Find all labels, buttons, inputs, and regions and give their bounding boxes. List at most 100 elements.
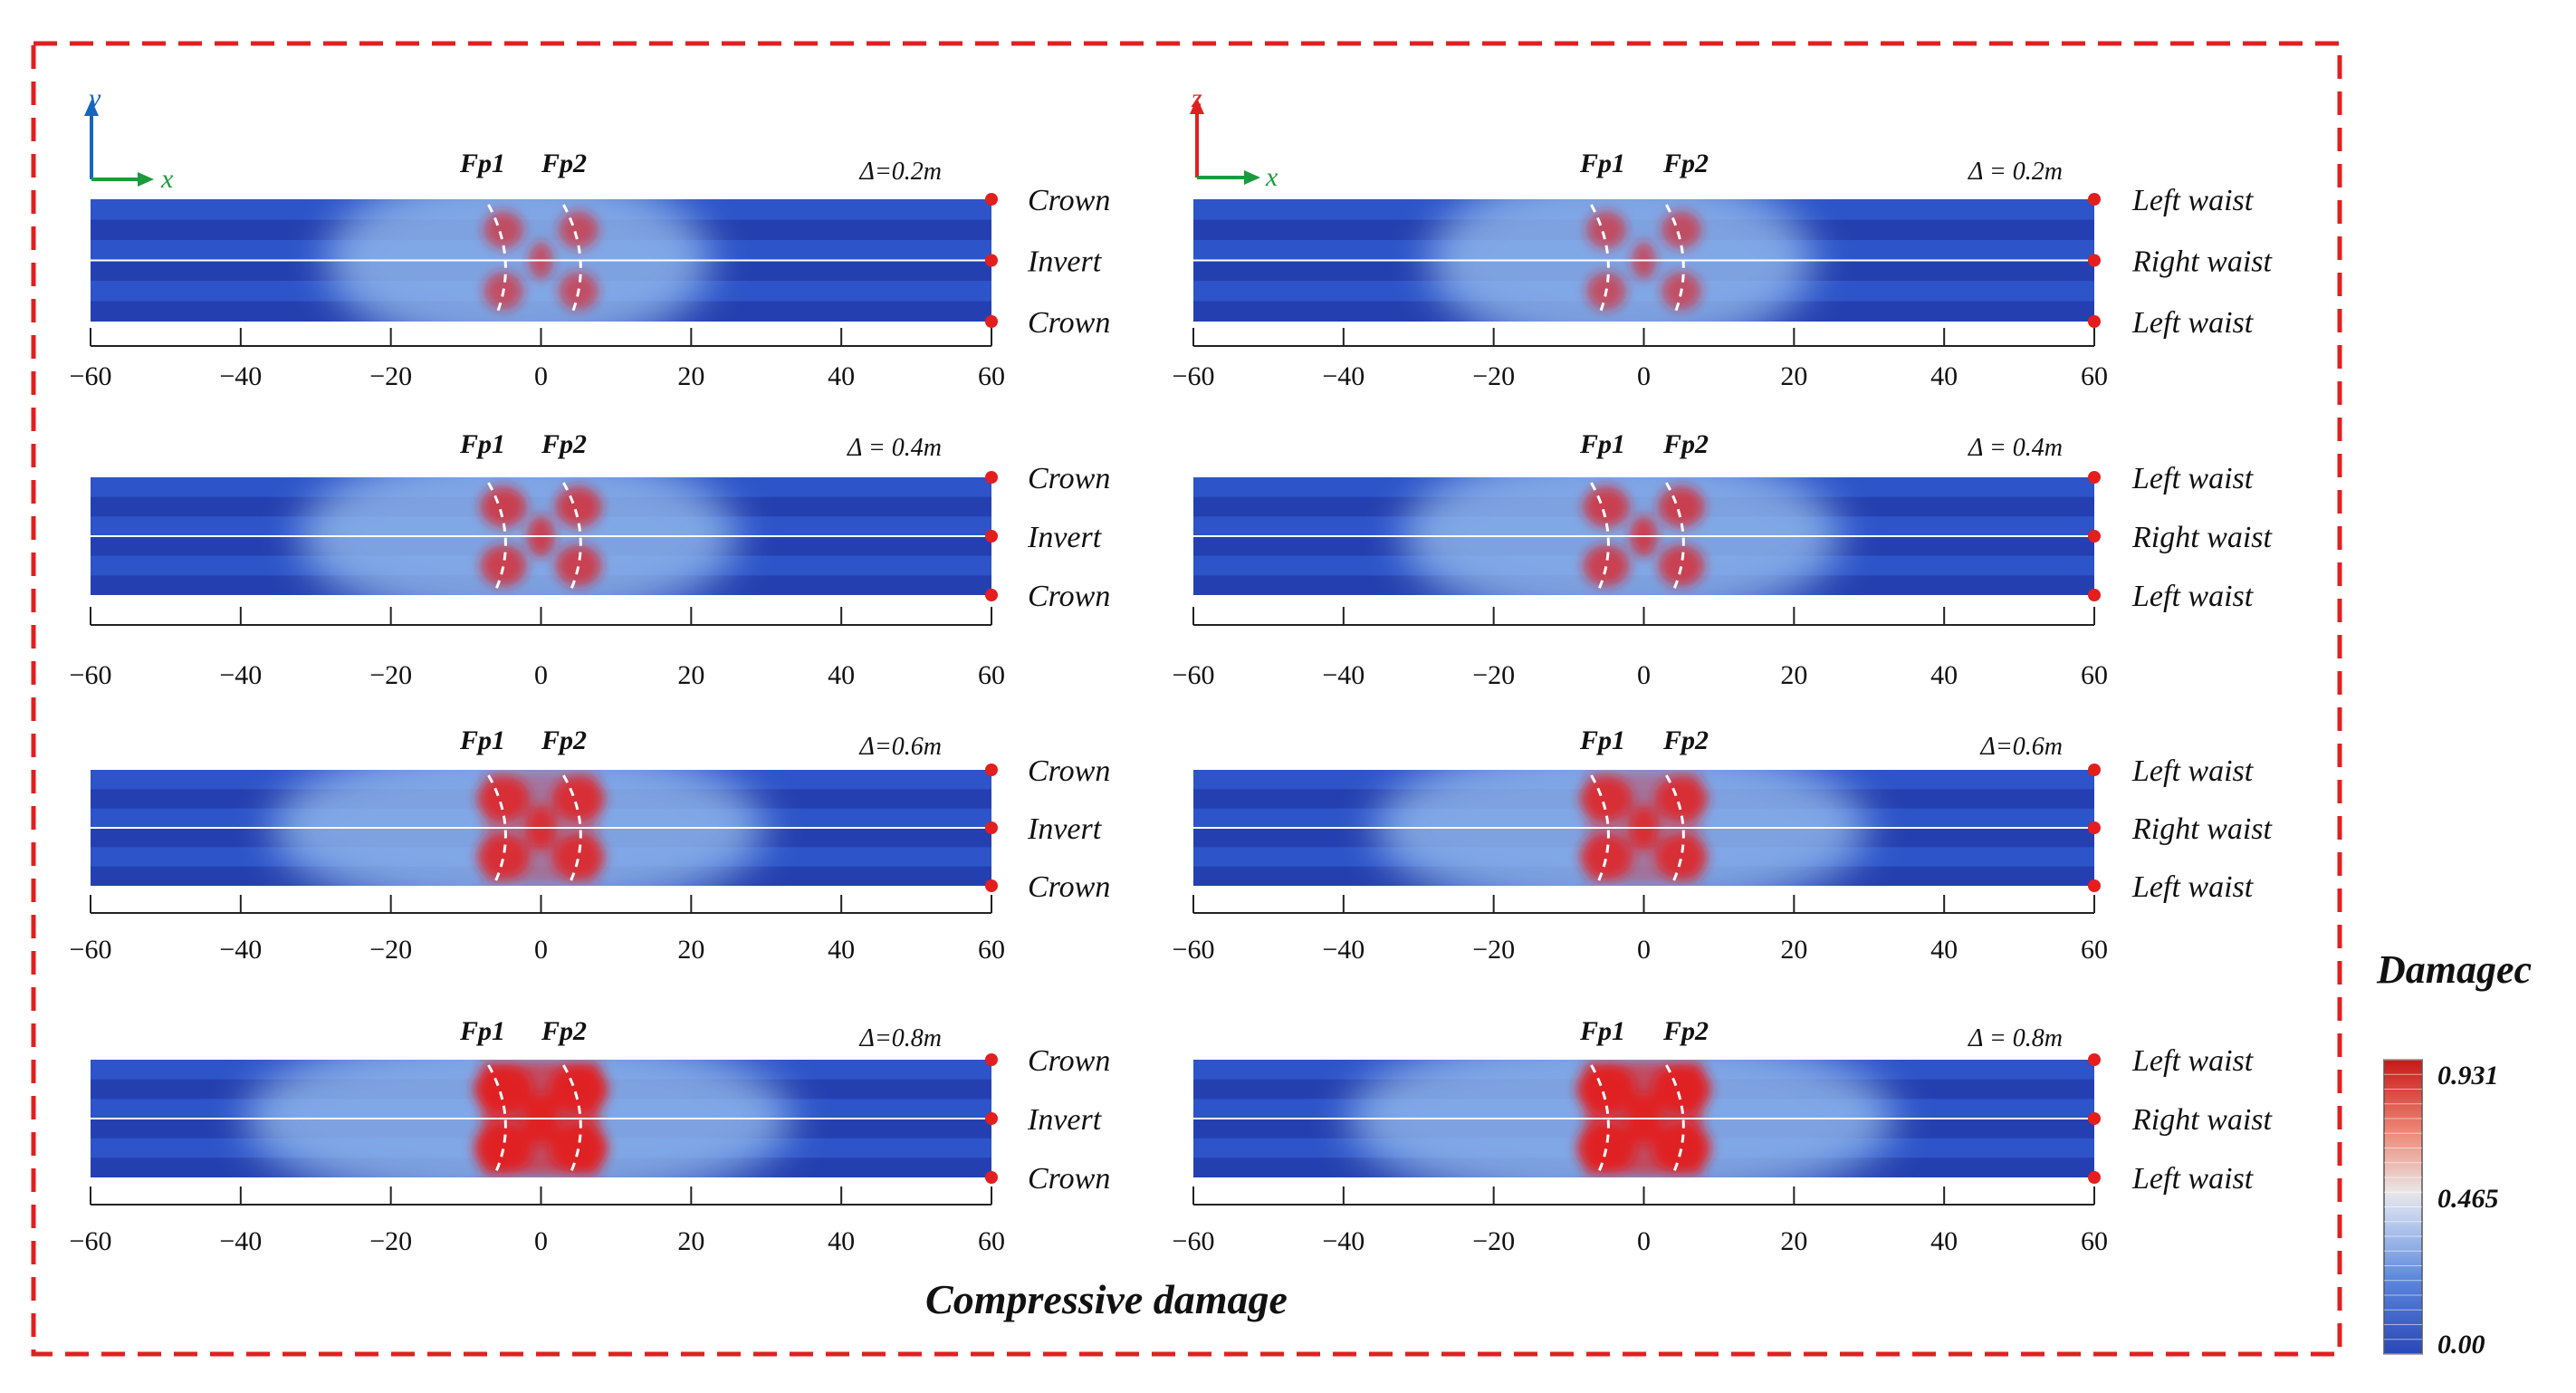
scale-tick-label: −60 [70,1226,112,1256]
side-label: Left waist [2131,870,2255,904]
side-label: Crown [1028,1044,1110,1078]
axis-icon-right: z x [1190,83,1278,192]
fault-label: Fp1 [1579,1016,1625,1046]
position-marker [985,1171,998,1184]
position-marker [2088,764,2101,776]
scale-tick-label: 0 [534,361,548,391]
scale-tick-label: 20 [1780,361,1807,391]
fault-label: Fp1 [1579,429,1625,459]
side-label: Invert [1027,521,1103,554]
side-label: Invert [1027,245,1103,279]
scale-tick-label: 40 [1930,660,1958,690]
displacement-label: Δ=0.6m [1979,733,2063,761]
scale-tick-label: 40 [1930,361,1958,391]
scale-tick-label: 40 [1930,1226,1958,1256]
scale-tick-label: 60 [978,660,1005,690]
damage-core [480,485,602,587]
scale-tick-label: −20 [1472,1226,1515,1256]
side-label: Left waist [2131,754,2255,788]
position-marker [2088,821,2101,834]
position-marker [2088,589,2101,601]
axis-icon-left-vertical: y [86,83,101,113]
side-label: Right waist [2131,1103,2274,1137]
colorbar-min-label: 0.00 [2437,1330,2485,1359]
position-marker [985,315,998,328]
side-label: Crown [1028,306,1110,340]
scale-tick-label: 60 [2081,935,2108,965]
fault-label: Fp2 [1662,429,1709,459]
fault-label: Fp1 [459,149,505,178]
damage-panel: Left waist Right waist Left waist Fp1 Fp2 Δ =… [1173,149,2274,391]
fault-label: Fp2 [541,725,587,755]
position-marker [985,530,998,543]
scale-tick-label: −40 [1322,660,1365,690]
axis-icon-left: y x [84,83,174,194]
displacement-label: Δ = 0.4m [1968,434,2063,462]
scale-tick-label: 20 [677,361,704,391]
position-marker [985,764,998,776]
side-label: Left waist [2131,306,2255,340]
axis-icon-right-vertical: z [1191,83,1202,113]
position-marker [985,589,998,601]
figure-caption: Compressive damage [925,1276,1288,1322]
axis-icon-right-horizontal: x [1265,162,1278,192]
scale-tick-label: 60 [2081,1226,2108,1256]
scale-tick-label: −20 [369,935,412,965]
side-label: Crown [1028,184,1110,217]
fault-label: Fp2 [1662,149,1709,178]
position-marker [2088,1053,2101,1066]
scale-tick-label: 0 [1637,361,1651,391]
scale-tick-label: 20 [677,1226,704,1256]
scale-tick-label: −40 [219,361,262,391]
position-marker [985,821,998,834]
damage-panel: Crown Invert Crown Fp1 Fp2 Δ = 0.4m −60 −40 −20 0… [70,429,1111,690]
scale-tick-label: 40 [828,1226,855,1256]
scale-tick-label: −20 [1472,935,1515,965]
side-label: Left waist [2131,580,2255,613]
scale-tick-label: 0 [1637,935,1651,965]
side-label: Crown [1028,870,1110,904]
fault-label: Fp2 [541,429,587,459]
displacement-label: Δ=0.8m [858,1024,942,1052]
colorbar: Damagec 0.931 0.465 0.00 [2376,947,2532,1359]
position-marker [2088,315,2101,328]
displacement-label: Δ = 0.8m [1968,1024,2063,1052]
position-marker [2088,879,2101,892]
fault-label: Fp1 [459,725,505,755]
scale-tick-label: 20 [1780,935,1807,965]
damage-panel: Left waist Right waist Left waist Fp1 Fp2 Δ=0… [1173,725,2274,965]
displacement-label: Δ = 0.4m [847,434,942,462]
position-marker [985,193,998,206]
displacement-label: Δ = 0.2m [1968,158,2063,186]
fault-label: Fp1 [459,1016,505,1046]
damage-panel: Left waist Right waist Left waist Fp1 Fp2 Δ =… [1173,429,2274,690]
position-marker [985,471,998,484]
damage-panel: Crown Invert Crown Fp1 Fp2 Δ=0.8m −60 −40 −20 0 20… [70,1016,1111,1256]
colorbar-mid-label: 0.465 [2437,1184,2499,1214]
scale-tick-label: 20 [1780,660,1807,690]
scale-tick-label: −40 [219,935,262,965]
scale-tick-label: 0 [534,935,548,965]
position-marker [2088,1171,2101,1184]
scale-tick-label: −60 [70,361,112,391]
scale-tick-label: −20 [1472,660,1515,690]
figure-frame [31,41,2342,1357]
scale-tick-label: 60 [978,935,1005,965]
side-label: Left waist [2131,184,2255,217]
side-label: Left waist [2131,1162,2255,1196]
damage-panel: Crown Invert Crown Fp1 Fp2 Δ=0.2m −60 −40 −20 0 20… [70,149,1111,391]
side-label: Invert [1027,812,1103,846]
fault-label: Fp1 [459,429,505,459]
fault-label: Fp2 [541,149,587,178]
scale-tick-label: 40 [1930,935,1958,965]
colorbar-title: Damagec [2376,947,2532,992]
scale-tick-label: 0 [1637,660,1651,690]
scale-tick-label: −60 [1173,660,1215,690]
fault-trace [1665,204,1685,317]
scale-tick-label: −60 [70,660,112,690]
scale-tick-label: −40 [1322,1226,1365,1256]
damage-panel: Left waist Right waist Left waist Fp1 Fp2 Δ =… [1173,1016,2274,1256]
position-marker [985,254,998,267]
fault-label: Fp1 [1579,149,1625,178]
side-label: Right waist [2131,245,2274,279]
